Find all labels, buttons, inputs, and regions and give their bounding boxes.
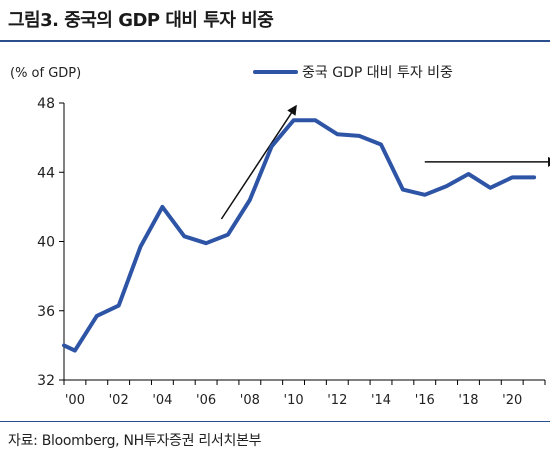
series-line <box>62 118 537 353</box>
x-tick-label: '18 <box>458 393 478 408</box>
x-tick-label: '02 <box>109 393 129 408</box>
y-tick-label: 48 <box>37 96 55 112</box>
trend-arrows <box>220 104 550 220</box>
data-point <box>445 185 448 187</box>
data-point <box>74 349 76 352</box>
data-point <box>63 344 65 347</box>
data-point <box>227 233 229 236</box>
title-divider <box>0 40 550 42</box>
x-tick-label: '10 <box>284 393 304 408</box>
y-tick-label: 36 <box>37 304 55 320</box>
series-layer <box>62 118 537 353</box>
data-point <box>467 173 470 175</box>
data-point <box>358 135 361 137</box>
data-point <box>533 176 535 179</box>
data-point <box>380 143 382 146</box>
data-point <box>511 176 513 179</box>
data-point <box>292 119 295 122</box>
tick-labels: 32 36 40 44 48 '00 '02 '04 '06 '08 '10 '12 '14 '16 '18… <box>37 96 522 408</box>
trend-arrow <box>220 104 297 220</box>
x-tick-label: '12 <box>327 393 347 408</box>
data-point <box>489 187 492 189</box>
x-tick-label: '16 <box>415 393 435 408</box>
x-tick-label: '14 <box>371 393 391 408</box>
y-tick-label: 32 <box>37 373 55 389</box>
data-point <box>336 133 339 135</box>
line-chart: 32 36 40 44 48 '00 '02 '04 '06 '08 '10 '12 '14 '16 '18… <box>10 65 550 408</box>
y-tick-label: 40 <box>37 235 55 251</box>
data-point <box>205 242 207 244</box>
data-point <box>183 235 186 238</box>
x-tick-label: '00 <box>65 393 85 408</box>
y-axis-label: (% of GDP) <box>10 66 81 81</box>
source-note: 자료: Bloomberg, NH투자증권 리서치본부 <box>8 433 262 449</box>
source-divider <box>0 421 550 422</box>
data-point <box>424 194 426 196</box>
axes <box>59 102 546 385</box>
data-point <box>402 188 404 191</box>
x-tick-label: '20 <box>502 393 522 408</box>
data-point <box>96 315 98 317</box>
legend: 중국 GDP 대비 투자 비중 <box>253 65 453 81</box>
data-point <box>139 245 142 248</box>
data-point <box>270 145 273 148</box>
data-point <box>249 199 251 201</box>
x-tick-label: '06 <box>196 393 216 408</box>
data-point <box>314 119 317 122</box>
data-point <box>117 304 120 307</box>
figure-title: 그림3. 중국의 GDP 대비 투자 비중 <box>8 10 274 31</box>
x-tick-label: '08 <box>240 393 260 408</box>
data-point <box>161 206 164 208</box>
legend-label: 중국 GDP 대비 투자 비중 <box>302 65 453 81</box>
y-tick-label: 44 <box>37 165 55 181</box>
x-tick-label: '04 <box>152 393 172 408</box>
